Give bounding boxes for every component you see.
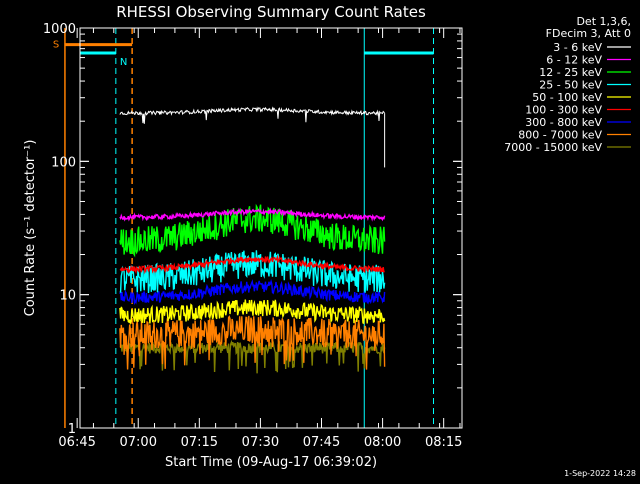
y-axis-label: Count Rate (s⁻¹ detector⁻¹) — [23, 140, 38, 317]
y-tick-label-2: 100 — [51, 155, 76, 170]
legend-label-4: 50 - 100 keV — [532, 91, 602, 104]
chart-title: RHESSI Observing Summary Count Rates — [116, 3, 426, 21]
legend-header-0: Det 1,3,6, — [576, 15, 631, 28]
legend-label-2: 12 - 25 keV — [539, 66, 602, 79]
legend-label-5: 100 - 300 keV — [525, 104, 602, 117]
y-tick-label-1: 10 — [59, 289, 76, 304]
x-tick-label-1: 07:00 — [120, 435, 157, 450]
legend-label-6: 300 - 800 keV — [525, 116, 602, 129]
series-line-0 — [119, 106, 385, 124]
series-line-7 — [119, 315, 386, 370]
night-label: N — [120, 57, 127, 68]
legend-label-0: 3 - 6 keV — [553, 41, 602, 54]
x-tick-label-0: 06:45 — [58, 435, 95, 450]
legend-label-1: 6 - 12 keV — [546, 54, 602, 67]
saa-label: S — [53, 40, 59, 51]
y-tick-label-0: 1 — [68, 422, 76, 437]
series-line-5 — [119, 254, 385, 275]
x-tick-label-6: 08:15 — [425, 435, 462, 450]
legend-label-7: 800 - 7000 keV — [518, 129, 602, 142]
footer-timestamp: 1-Sep-2022 14:28 — [564, 469, 636, 478]
y-tick-label-3: 1000 — [43, 22, 76, 37]
x-tick-label-4: 07:45 — [303, 435, 340, 450]
legend-label-3: 25 - 50 keV — [539, 79, 602, 92]
series-line-2 — [119, 203, 386, 258]
legend-label-8: 7000 - 15000 keV — [504, 141, 602, 154]
x-tick-label-5: 08:00 — [364, 435, 401, 450]
x-tick-label-2: 07:15 — [181, 435, 218, 450]
legend-header-1: FDecim 3, Att 0 — [546, 27, 631, 40]
series-line-1 — [119, 207, 386, 222]
x-tick-label-3: 07:30 — [242, 435, 279, 450]
x-axis-label: Start Time (09-Aug-17 06:39:02) — [165, 455, 377, 470]
plot-frame — [79, 27, 463, 429]
series-line-6 — [119, 278, 386, 306]
series-line-3 — [119, 250, 386, 294]
series-line-4 — [119, 299, 386, 326]
